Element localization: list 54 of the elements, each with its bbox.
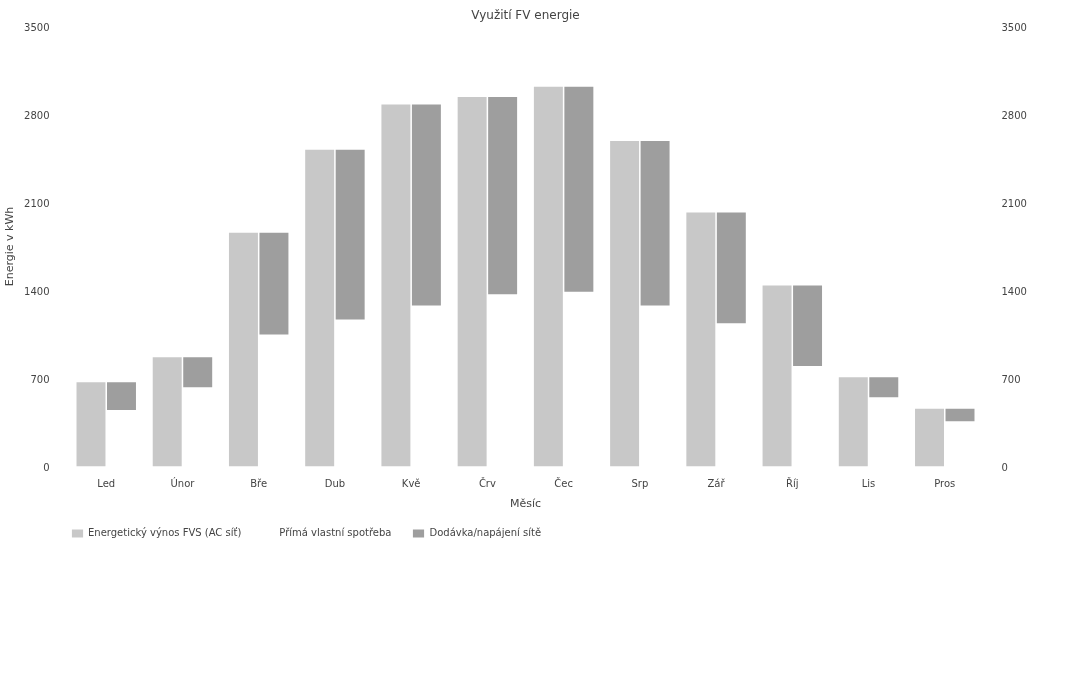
y-tick-label: 2800 [24, 109, 50, 121]
y2-tick-label: 1400 [1001, 285, 1027, 297]
x-tick-label: Zář [707, 477, 726, 489]
text: Přímá vlastní spotřeba [279, 527, 392, 538]
bar [945, 408, 975, 422]
y2-tick-label: 2100 [1001, 197, 1027, 209]
bar [305, 149, 335, 467]
bar [793, 285, 823, 366]
y2-tick-label: 700 [1001, 373, 1021, 385]
bar [381, 104, 411, 467]
bar [488, 96, 518, 295]
bar [259, 232, 289, 335]
legend-label: Dodávka/napájení sítě [429, 527, 542, 538]
x-tick-label: Lis [861, 477, 876, 489]
x-tick-label: Črv [478, 476, 496, 489]
bar [457, 96, 487, 467]
bar [107, 382, 136, 410]
y-tick-label: 3500 [24, 21, 50, 33]
bar [411, 104, 441, 306]
bar [76, 382, 106, 467]
y2-tick-label: 2800 [1001, 109, 1027, 121]
x-tick-label: Led [97, 477, 116, 489]
y-tick-label: 1400 [24, 285, 50, 297]
x-tick-label: Bře [250, 477, 268, 489]
y-tick-label: 2100 [24, 197, 50, 209]
bar [335, 149, 365, 320]
bar [915, 408, 944, 467]
y2-tick-label: 0 [1001, 461, 1008, 473]
x-tick-label: Srp [631, 477, 649, 489]
y-axis-title: Energie v kWh [3, 206, 17, 287]
bar [762, 285, 792, 467]
bar [183, 357, 213, 388]
bar [564, 86, 594, 292]
legend-label: Energetický výnos FVS (AC síť) [88, 527, 242, 538]
x-tick-label: Pros [934, 477, 956, 489]
bar [869, 377, 899, 398]
bar [686, 212, 716, 467]
x-tick-label: Čec [554, 476, 573, 489]
x-tick-label: Dub [324, 477, 346, 489]
bar [533, 86, 563, 467]
bar [610, 140, 640, 467]
bar [152, 357, 182, 467]
x-tick-label: Říj [786, 476, 799, 489]
y2-tick-label: 3500 [1001, 21, 1027, 33]
bar [228, 232, 258, 467]
x-tick-label: Únor [170, 476, 196, 489]
y-tick-label: 700 [30, 373, 50, 385]
x-axis-title: Měsíc [509, 496, 542, 510]
y-tick-label: 0 [43, 461, 50, 473]
chart-title: Využití FV energie [471, 7, 580, 22]
bar [838, 377, 868, 467]
bar [716, 212, 746, 324]
x-tick-label: Kvě [401, 477, 421, 489]
bar [640, 140, 670, 306]
